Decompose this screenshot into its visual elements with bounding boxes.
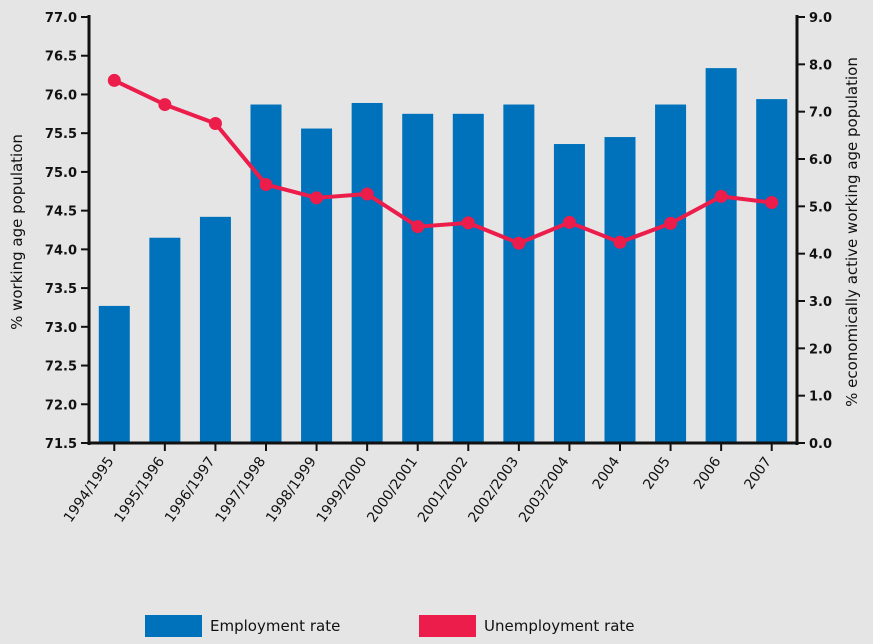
x-tick-label-2: 1996/1997 — [162, 454, 219, 525]
point-unemployment-10 — [613, 235, 627, 249]
y2-tick-label-3: 3.0 — [809, 295, 832, 310]
bar-employment-2 — [199, 216, 231, 443]
point-unemployment-0 — [107, 73, 121, 87]
y2-axis-title: % economically active working age popula… — [843, 57, 861, 407]
bar-employment-13 — [756, 99, 788, 444]
point-unemployment-12 — [714, 189, 728, 203]
bar-employment-1 — [149, 237, 181, 443]
y-tick-label-4: 73.5 — [45, 282, 77, 297]
bar-employment-10 — [604, 137, 636, 443]
bars-layer — [98, 68, 788, 444]
y2-tick-label-7: 7.0 — [809, 106, 832, 121]
y2-tick-label-5: 5.0 — [809, 200, 832, 215]
bar-employment-5 — [351, 102, 383, 443]
x-tick-label-7: 2001/2002 — [415, 454, 472, 525]
legend: Employment rate Unemployment rate — [0, 615, 873, 639]
point-unemployment-6 — [411, 220, 425, 234]
point-unemployment-2 — [208, 117, 222, 130]
point-unemployment-13 — [765, 196, 779, 210]
bar-employment-0 — [98, 305, 130, 443]
legend-swatch-employment — [145, 615, 202, 637]
x-tick-label-9: 2003/2004 — [516, 454, 573, 525]
x-tick-label-10: 2004 — [590, 454, 624, 492]
y-tick-label-10: 76.5 — [45, 50, 77, 65]
point-unemployment-4 — [310, 191, 324, 205]
line-layer — [107, 73, 779, 250]
x-tick-label-3: 1997/1998 — [213, 454, 270, 525]
legend-label-unemployment: Unemployment rate — [484, 617, 635, 635]
legend-item-unemployment: Unemployment rate — [419, 615, 635, 637]
x-tick-label-13: 2007 — [741, 454, 775, 492]
y-tick-label-8: 75.5 — [45, 127, 77, 142]
axes-layer — [81, 15, 805, 451]
y2-tick-label-9: 9.0 — [809, 11, 832, 26]
x-tick-label-8: 2002/2003 — [465, 454, 522, 525]
x-tick-label-12: 2006 — [691, 454, 725, 492]
x-tick-label-6: 2000/2001 — [364, 454, 421, 525]
line-unemployment — [113, 78, 772, 246]
y-tick-label-1: 72.0 — [45, 398, 77, 413]
legend-swatch-unemployment — [419, 615, 476, 637]
point-unemployment-9 — [562, 215, 576, 229]
bar-employment-12 — [705, 68, 737, 444]
y-tick-label-2: 72.5 — [45, 360, 77, 375]
bar-employment-6 — [402, 113, 434, 444]
point-unemployment-5 — [360, 187, 374, 201]
y-tick-label-3: 73.0 — [45, 321, 77, 336]
y-axis-title: % working age population — [8, 134, 26, 330]
y2-tick-label-4: 4.0 — [809, 248, 832, 263]
y2-tick-label-6: 6.0 — [809, 153, 832, 168]
x-tick-label-4: 1998/1999 — [263, 454, 320, 525]
y-tick-label-11: 77.0 — [45, 11, 77, 26]
point-unemployment-8 — [512, 236, 526, 250]
y2-tick-label-1: 1.0 — [809, 390, 832, 405]
point-unemployment-3 — [259, 178, 273, 192]
x-tick-label-5: 1999/2000 — [314, 454, 371, 525]
y-tick-label-9: 76.0 — [45, 88, 77, 103]
bar-employment-11 — [655, 104, 687, 444]
y-tick-label-0: 71.5 — [45, 437, 77, 452]
y2-tick-label-2: 2.0 — [809, 342, 832, 357]
y-tick-label-5: 74.0 — [45, 243, 77, 258]
bar-employment-7 — [452, 113, 484, 444]
x-tick-label-1: 1995/1996 — [111, 454, 168, 525]
y-tick-label-6: 74.5 — [45, 205, 77, 220]
bar-employment-4 — [301, 128, 333, 443]
point-unemployment-7 — [461, 216, 475, 230]
bar-employment-3 — [250, 104, 282, 444]
x-tick-label-11: 2005 — [640, 454, 674, 492]
y2-tick-label-8: 8.0 — [809, 58, 832, 73]
point-unemployment-11 — [664, 216, 678, 230]
legend-label-employment: Employment rate — [210, 617, 341, 635]
bar-employment-9 — [553, 144, 585, 443]
x-tick-label-0: 1994/1995 — [61, 454, 118, 525]
point-unemployment-1 — [158, 98, 172, 112]
y2-tick-label-0: 0.0 — [809, 437, 832, 452]
y-tick-label-7: 75.0 — [45, 166, 77, 181]
bar-employment-8 — [503, 104, 535, 444]
legend-item-employment: Employment rate — [145, 615, 340, 637]
